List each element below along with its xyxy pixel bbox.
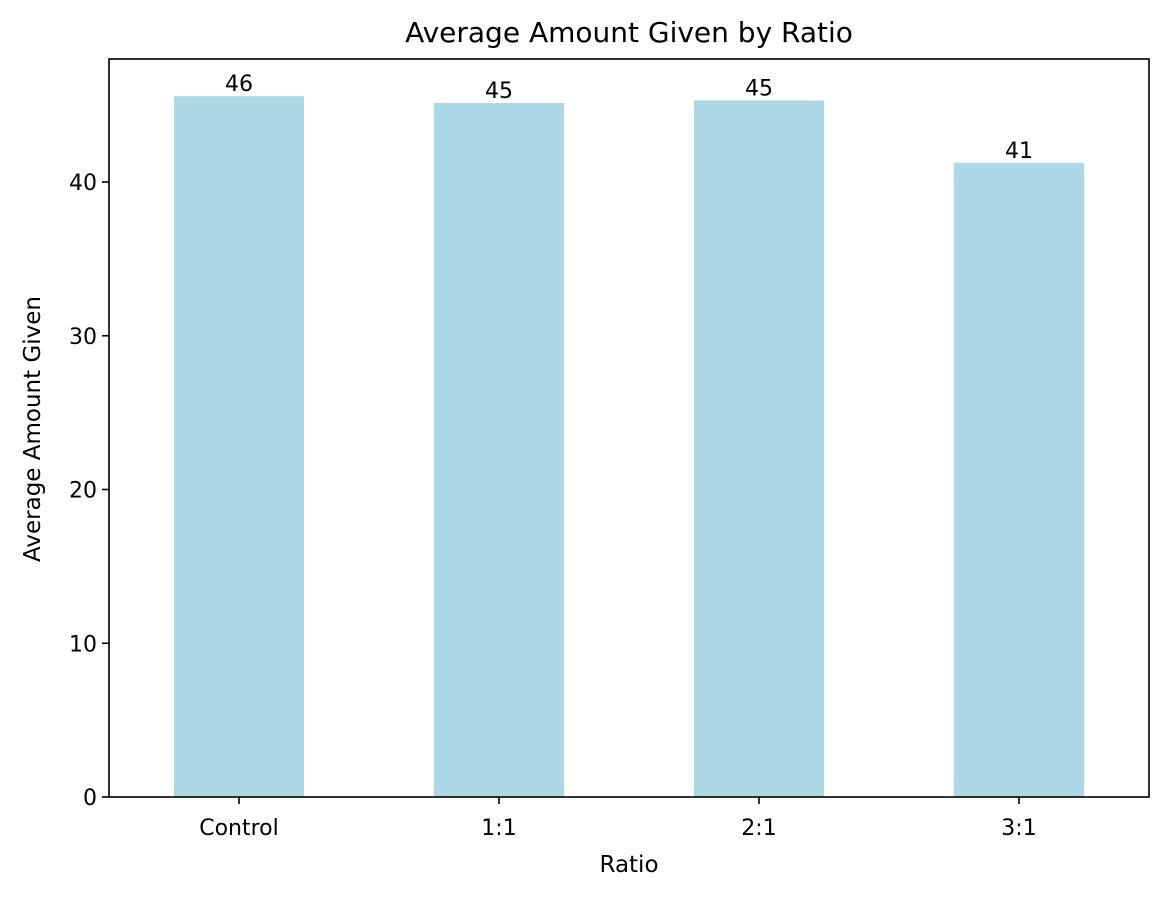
x-tick-label-0: Control — [199, 816, 279, 841]
data-label-3: 41 — [1005, 139, 1033, 164]
bar-0 — [174, 96, 304, 797]
y-tick-label-1: 10 — [69, 632, 97, 657]
y-tick-label-4: 40 — [69, 171, 97, 196]
data-label-1: 45 — [485, 79, 513, 104]
bar-3 — [954, 162, 1084, 797]
x-tick-label-1: 1:1 — [481, 816, 516, 841]
y-tick-label-2: 20 — [69, 479, 97, 504]
bars-group — [174, 96, 1084, 797]
data-label-2: 45 — [745, 76, 773, 101]
y-axis: 0 10 20 30 40 — [69, 171, 109, 811]
data-labels-group: 46 45 45 41 — [225, 72, 1033, 164]
y-tick-label-0: 0 — [83, 786, 97, 811]
x-tick-label-3: 3:1 — [1001, 816, 1036, 841]
bar-2 — [694, 100, 824, 797]
bar-1 — [434, 102, 564, 797]
y-axis-label: Average Amount Given — [20, 296, 46, 562]
chart-title: Average Amount Given by Ratio — [405, 16, 853, 49]
x-axis-label: Ratio — [599, 852, 658, 878]
x-axis: Control 1:1 2:1 3:1 — [199, 797, 1037, 841]
x-tick-label-2: 2:1 — [741, 816, 776, 841]
data-label-0: 46 — [225, 72, 253, 97]
plot-frame — [108, 58, 1150, 798]
y-tick-label-3: 30 — [69, 325, 97, 350]
